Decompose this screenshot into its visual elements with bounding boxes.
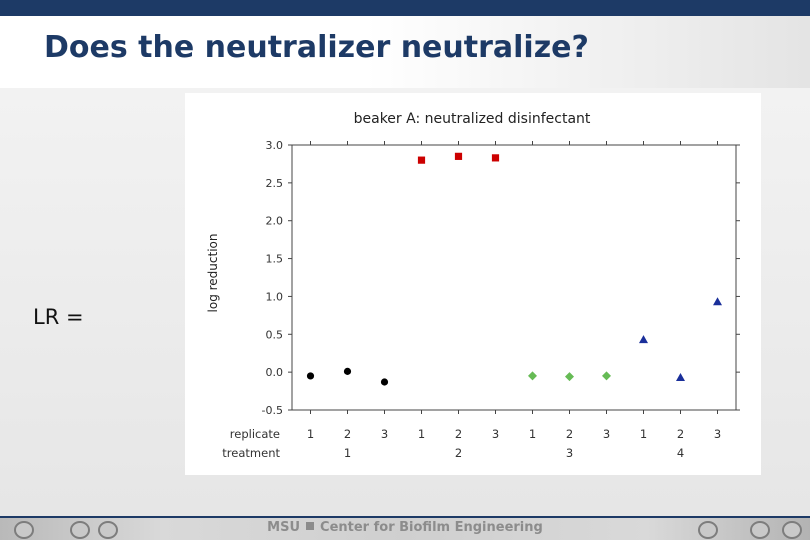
- replicate-label: 1: [418, 427, 425, 441]
- footer-center-name: Center for Biofilm Engineering: [320, 520, 543, 535]
- replicate-label: 1: [307, 427, 314, 441]
- treatment-label: 4: [677, 446, 684, 460]
- cell-decoration: [782, 521, 802, 539]
- data-point-t2-r1: [417, 156, 426, 164]
- y-tick-label: 0.5: [266, 328, 284, 341]
- mark-layer: [306, 152, 722, 386]
- data-point-t3-r3: [602, 371, 611, 381]
- replicate-label: 1: [529, 427, 536, 441]
- footer-org: MSU: [267, 520, 301, 535]
- cell-decoration: [14, 521, 34, 539]
- cell-decoration: [698, 521, 718, 539]
- cell-decoration: [750, 521, 770, 539]
- replicate-label: 3: [714, 427, 721, 441]
- data-point-t3-r2: [565, 372, 574, 382]
- header-bar: [0, 0, 810, 16]
- x-row-label-replicate: replicate: [230, 427, 280, 441]
- data-point-t3-r1: [528, 371, 537, 381]
- treatment-label: 3: [566, 446, 573, 460]
- cell-decoration: [70, 521, 90, 539]
- chart-panel: beaker A: neutralized disinfectant log r…: [185, 93, 761, 475]
- replicate-label: 2: [455, 427, 462, 441]
- replicate-label: 3: [603, 427, 610, 441]
- scatter-chart: beaker A: neutralized disinfectant log r…: [206, 111, 740, 460]
- lr-equation-label: LR =: [33, 305, 84, 329]
- title-band: [0, 16, 810, 88]
- slide-title: Does the neutralizer neutralize?: [44, 30, 589, 65]
- y-tick-label: 3.0: [266, 139, 284, 152]
- y-tick-label: 1.0: [266, 290, 284, 303]
- footer-separator: [306, 522, 315, 530]
- data-point-t1-r1: [306, 372, 315, 380]
- data-point-t2-r3: [491, 154, 500, 162]
- x-row-label-treatment: treatment: [222, 446, 280, 460]
- replicate-label: 2: [677, 427, 684, 441]
- data-point-t1-r3: [380, 378, 389, 386]
- replicate-label: 3: [492, 427, 499, 441]
- replicate-label: 2: [344, 427, 351, 441]
- y-axis-label: log reduction: [206, 234, 220, 313]
- treatment-label: 2: [455, 446, 462, 460]
- axis-layer: -0.5 0.0 0.5 1.0 1.5 2.0 2.5 3.0 1 2 3 1 1 2 3 2 1 2 3 3 1 2 3…: [262, 139, 740, 460]
- y-tick-label: 2.0: [266, 215, 284, 228]
- data-point-t1-r2: [343, 367, 352, 375]
- y-tick-label: 2.5: [266, 177, 284, 190]
- y-tick-label: -0.5: [262, 404, 283, 417]
- data-point-t2-r2: [454, 152, 463, 160]
- data-point-t4-r3: [713, 297, 722, 306]
- footer-strip: [0, 518, 810, 540]
- treatment-label: 1: [344, 446, 351, 460]
- plot-area-frame: [291, 144, 737, 411]
- y-tick-label: 1.5: [266, 253, 284, 266]
- data-point-t4-r1: [639, 335, 648, 344]
- y-tick-label: 0.0: [266, 366, 284, 379]
- cell-decoration: [98, 521, 118, 539]
- footer-text: MSU Center for Biofilm Engineering: [0, 520, 810, 535]
- footer-divider: [0, 516, 810, 518]
- chart-title: beaker A: neutralized disinfectant: [354, 111, 591, 127]
- replicate-label: 1: [640, 427, 647, 441]
- replicate-label: 2: [566, 427, 573, 441]
- data-point-t4-r2: [676, 372, 685, 381]
- replicate-label: 3: [381, 427, 388, 441]
